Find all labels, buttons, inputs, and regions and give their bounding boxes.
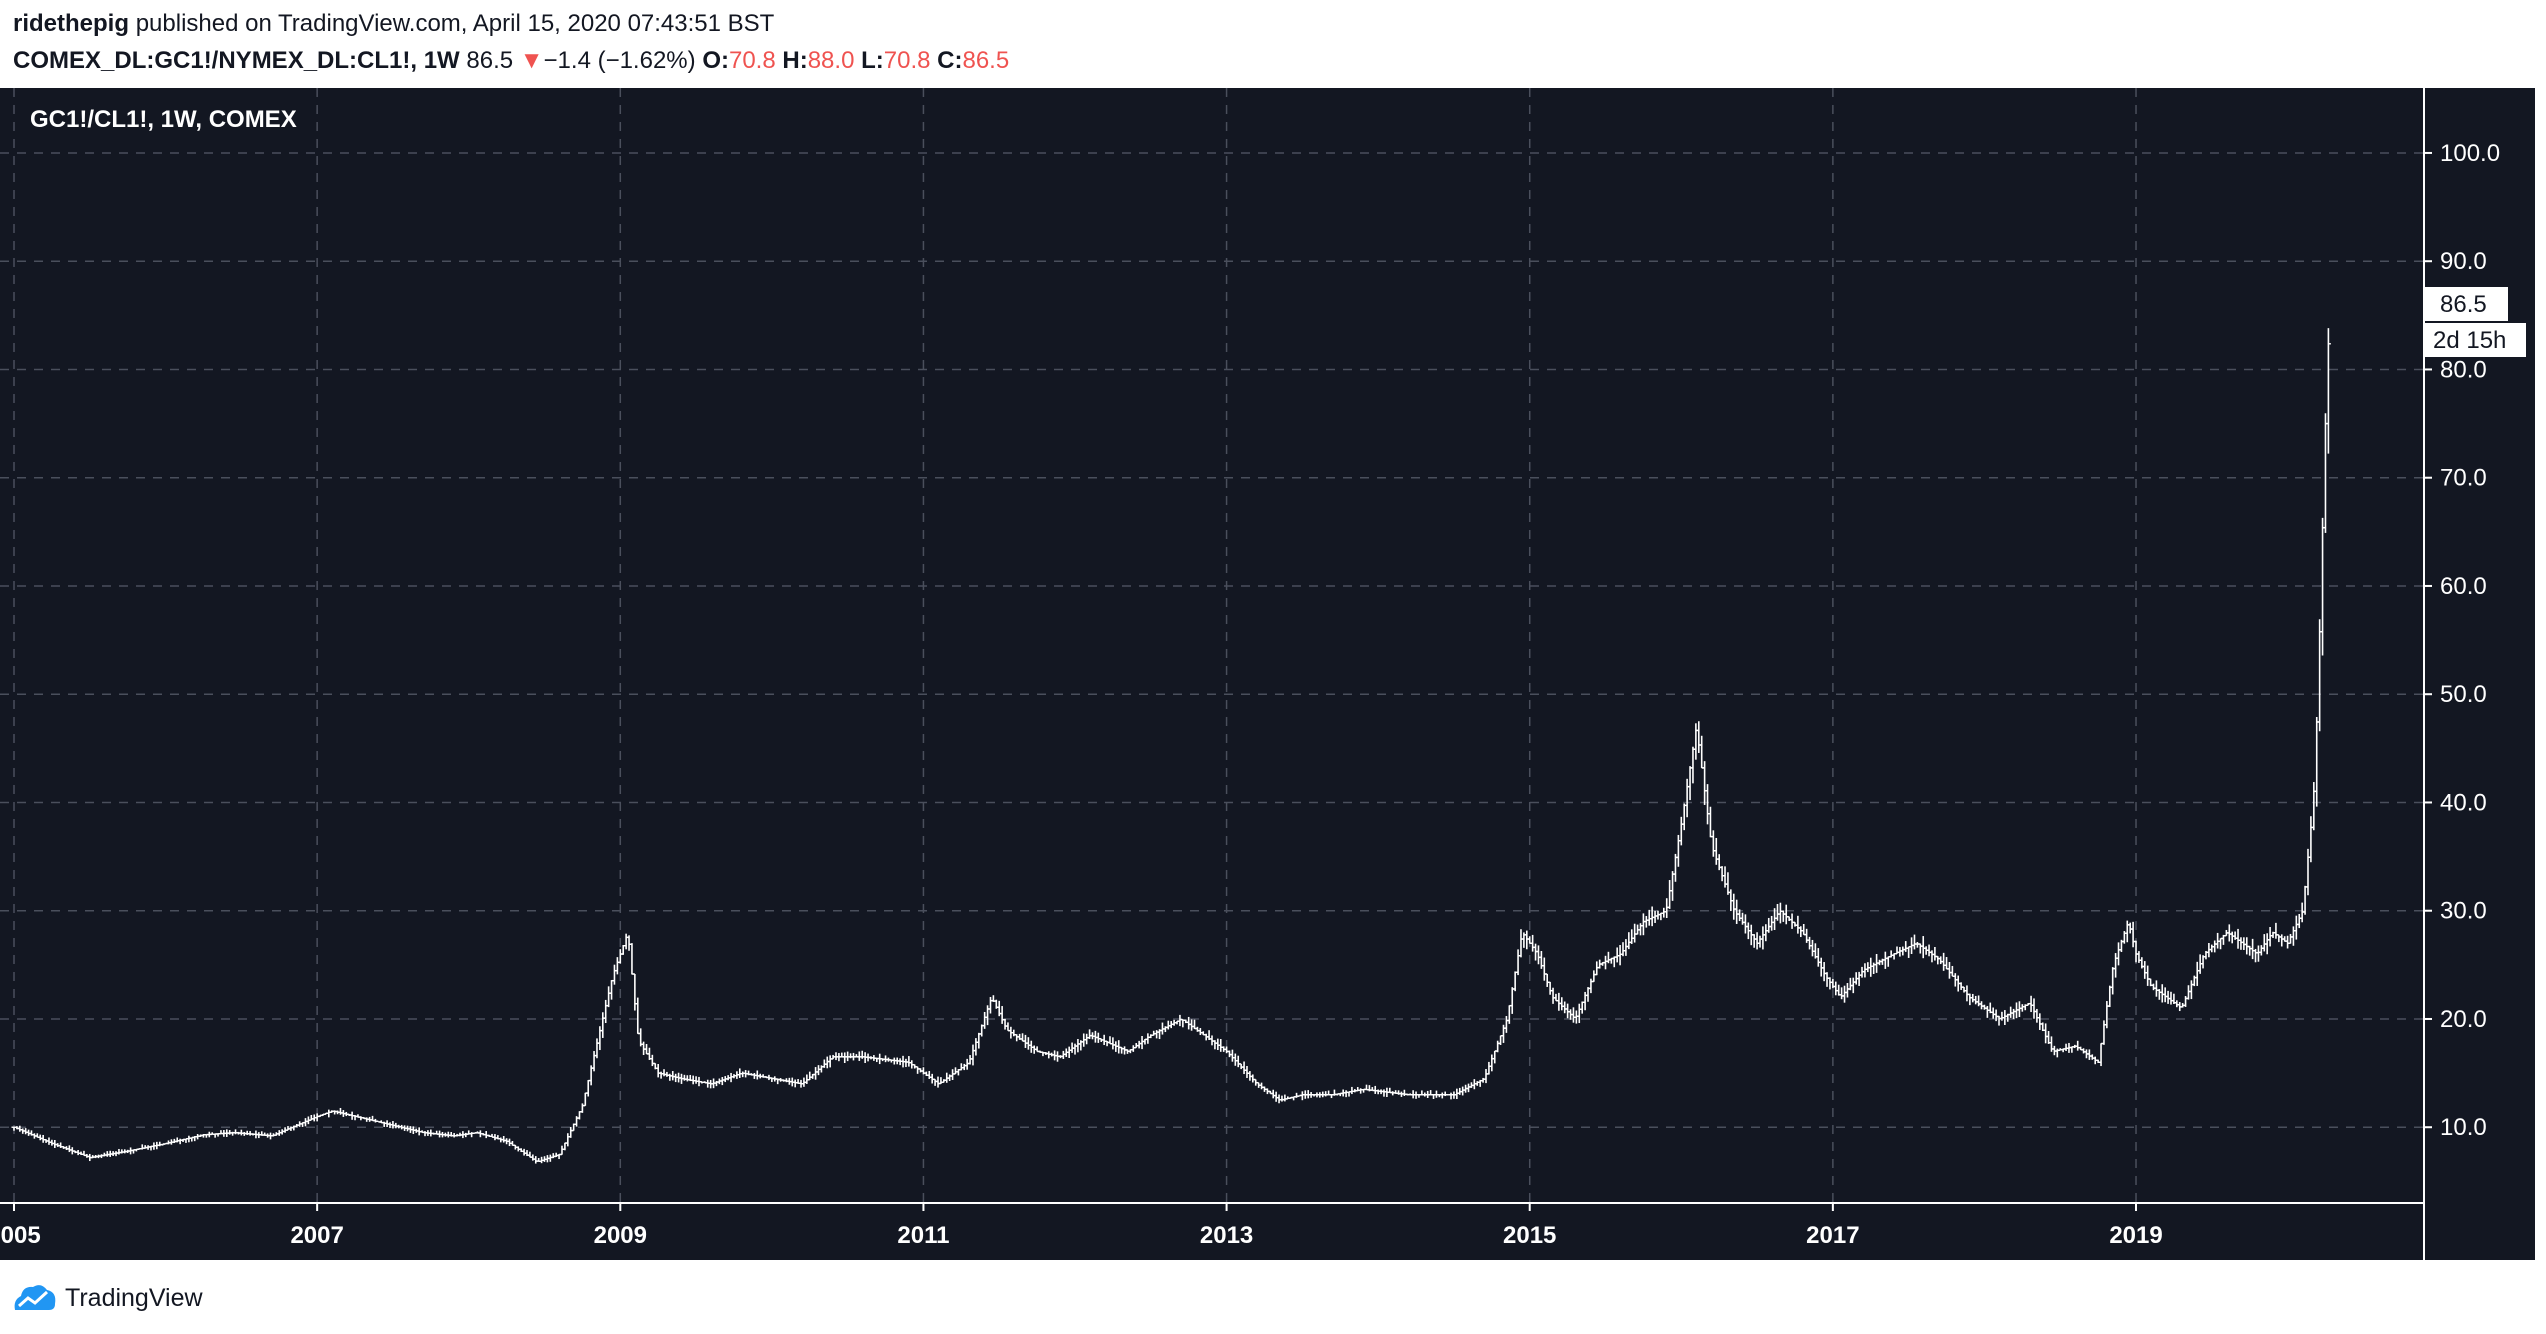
tradingview-brand[interactable]: TradingView <box>65 1283 203 1312</box>
y-tick-label: 100.0 <box>2440 140 2500 167</box>
high-value: 88.0 <box>807 47 855 74</box>
x-tick-label: 2009 <box>594 1222 647 1249</box>
close-label: C: <box>937 47 963 74</box>
y-tick-label: 30.0 <box>2440 898 2487 925</box>
symbol-label[interactable]: COMEX_DL:GC1!/NYMEX_DL:CL1!, 1W <box>13 47 460 74</box>
y-tick-label: 60.0 <box>2440 573 2487 600</box>
low-label: L: <box>861 47 884 74</box>
author-name[interactable]: ridethepig <box>13 10 130 37</box>
y-tick-label: 10.0 <box>2440 1114 2487 1141</box>
time-axis[interactable]: 2005 2007 2009 2011 2013 2015 2017 2019 <box>0 1203 2163 1249</box>
last-price: 86.5 <box>466 47 514 74</box>
footer: TradingView <box>11 1280 203 1316</box>
x-tick-label: 2013 <box>1200 1222 1253 1249</box>
publish-line: ridethepig published on TradingView.com,… <box>13 5 2533 42</box>
y-tick-label: 90.0 <box>2440 248 2487 275</box>
down-arrow-icon: ▼ <box>519 47 544 74</box>
last-price-label: 86.5 <box>2440 291 2487 318</box>
last-price-box <box>2425 287 2508 321</box>
x-tick-label: 2019 <box>2109 1222 2162 1249</box>
high-label: H: <box>782 47 808 74</box>
x-tick-label: 2015 <box>1503 1222 1556 1249</box>
y-tick-label: 70.0 <box>2440 465 2487 492</box>
chart-title: GC1!/CL1!, 1W, COMEX <box>30 106 297 133</box>
countdown-box <box>2425 323 2526 357</box>
published-text: published on TradingView.com, April 15, … <box>135 10 775 37</box>
price-change: −1.4 (−1.62%) <box>543 47 696 74</box>
price-axis[interactable]: 10.0 20.0 30.0 40.0 50.0 60.0 70.0 80.0 90.0 100.… <box>2424 140 2500 1141</box>
x-tick-label: 2017 <box>1806 1222 1859 1249</box>
y-tick-label: 50.0 <box>2440 681 2487 708</box>
chart-grid <box>0 88 2424 1203</box>
close-value: 86.5 <box>962 47 1010 74</box>
x-tick-label: 2011 <box>897 1222 949 1249</box>
time-axis-background <box>0 1203 2424 1260</box>
y-tick-label: 80.0 <box>2440 356 2487 383</box>
price-bars <box>11 328 2331 1164</box>
symbol-line: COMEX_DL:GC1!/NYMEX_DL:CL1!, 1W 86.5 ▼−1… <box>13 42 2533 79</box>
open-label: O: <box>702 47 729 74</box>
x-tick-label: 2005 <box>0 1222 41 1249</box>
x-tick-label: 2007 <box>290 1222 343 1249</box>
tradingview-logo-icon <box>14 1285 56 1310</box>
y-tick-label: 40.0 <box>2440 789 2487 816</box>
chart-header: ridethepig published on TradingView.com,… <box>13 5 2533 79</box>
chart-background <box>0 88 2535 1260</box>
low-value: 70.8 <box>883 47 931 74</box>
open-value: 70.8 <box>728 47 776 74</box>
countdown-label: 2d 15h <box>2433 327 2506 354</box>
y-tick-label: 20.0 <box>2440 1006 2487 1033</box>
